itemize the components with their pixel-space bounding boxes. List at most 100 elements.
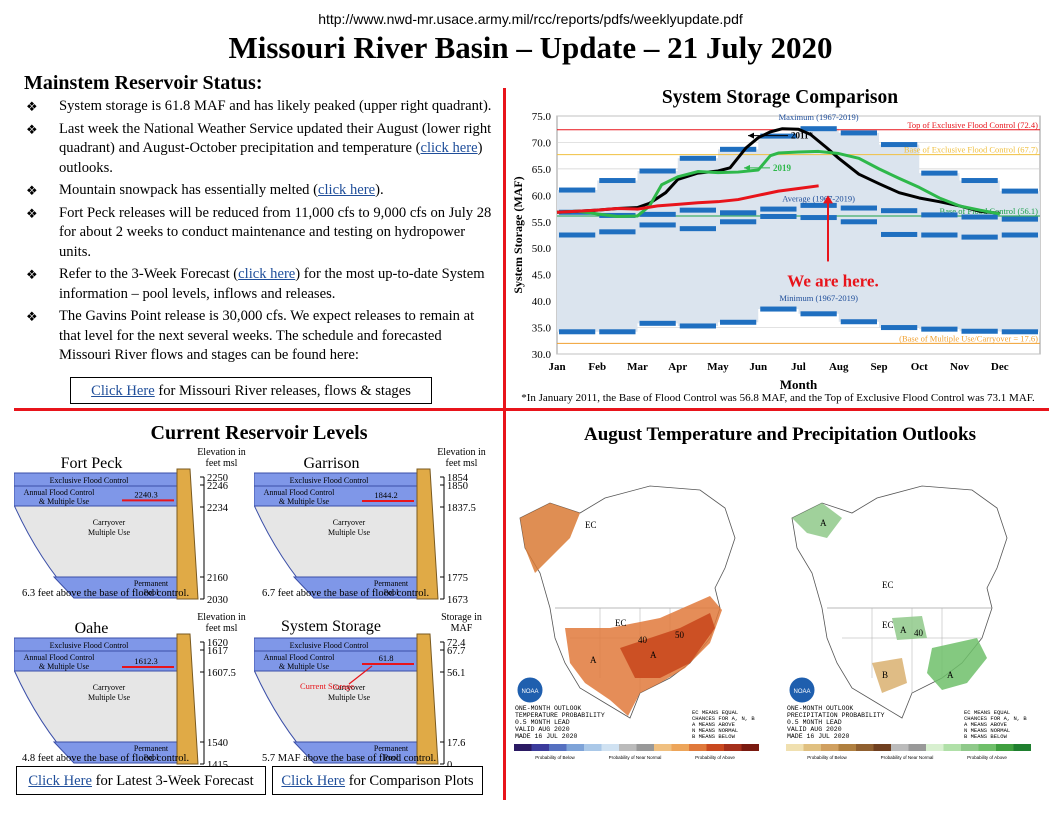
x-tick-label: Aug (829, 361, 849, 373)
chart-footnote: *In January 2011, the Base of Flood Cont… (521, 392, 1035, 404)
map-caption-line: MADE 16 JUL 2020 (515, 733, 578, 740)
legend-color-swatch (926, 744, 944, 751)
comparison-link[interactable]: Click Here (281, 773, 346, 789)
dam (416, 468, 439, 600)
comparison-link-box: Click Here for Comparison Plots (272, 766, 483, 795)
legend-color-swatch (671, 744, 689, 751)
series-2019-arrowhead (744, 164, 750, 171)
zone-label: Permanent (134, 744, 169, 753)
bullet-text: Fort Peck releases will be reduced from … (59, 204, 492, 260)
releases-link[interactable]: Click Here (91, 383, 155, 399)
noaa-logo (789, 677, 815, 703)
series-2019-label: 2019 (773, 163, 792, 173)
bullet-click-here-link[interactable]: click here (317, 182, 376, 198)
scale-tick-label: 2246 (207, 481, 228, 492)
series-2011-arrowhead (748, 132, 754, 139)
status-bullet-list: ❖ System storage is 61.8 MAF and has like… (26, 97, 496, 369)
we-are-here-arrowhead (823, 195, 833, 204)
legend-color-swatch (908, 744, 926, 751)
y-tick-label: 45.0 (532, 270, 552, 282)
map-region-label: A (900, 625, 907, 635)
maximum-bar (961, 178, 998, 184)
scale-heading-line2: feet msl (205, 458, 238, 469)
source-url[interactable]: http://www.nwd-mr.usace.army.mil/rcc/rep… (318, 11, 743, 27)
average-bar (921, 212, 958, 218)
legend-color-swatch (891, 744, 909, 751)
maximum-bar (1001, 188, 1038, 194)
scale-heading-line1: Elevation in (437, 447, 486, 458)
zone-label: Pool (384, 753, 399, 762)
y-tick-label: 60.0 (532, 190, 552, 202)
above-area-north (892, 616, 927, 640)
scale-tick-label: 67.7 (447, 646, 465, 657)
zone-label: Annual Flood Control (24, 653, 95, 662)
scale-tick-label: 72.4 (447, 638, 466, 649)
legend-color-swatch (786, 744, 804, 751)
max_low-bar (720, 219, 757, 225)
legend-color-swatch (724, 744, 742, 751)
map-caption-line: TEMPERATURE PROBABILITY (515, 712, 605, 719)
minimum-bar (961, 328, 998, 334)
y-tick-label: 65.0 (532, 164, 552, 176)
series-line (556, 184, 819, 214)
forecast-link[interactable]: Click Here (28, 773, 92, 789)
status-bullet: ❖ Refer to the 3-Week Forecast (click her… (26, 265, 496, 304)
scale-tick-label: 1673 (447, 595, 468, 606)
map-caption-line: PRECIPITATION PROBABILITY (787, 712, 885, 719)
bullet-click-here-link[interactable]: click here (238, 266, 296, 282)
scale-tick-label: 1850 (447, 481, 468, 492)
zone-label: Annual Flood Control (24, 488, 95, 497)
scale-heading-line1: Storage in (441, 612, 482, 623)
scale-tick-label: 1415 (207, 760, 228, 771)
state-lines (842, 608, 982, 693)
minimum-bar (840, 319, 877, 325)
bullet-glyph: ❖ (26, 309, 38, 324)
zone-label: & Multiple Use (279, 662, 330, 671)
map-region-label: A (820, 518, 827, 528)
bullet-text-after: ) outlooks. (59, 140, 483, 176)
map-caption-line: 0.5 MONTH LEAD (787, 719, 842, 726)
zone-label: Carryover (93, 518, 126, 527)
legend-color-swatch (996, 744, 1014, 751)
reservoir-diagram: 72.467.7 56.1 17.6 0 Exclusive Flood Control… (254, 633, 466, 771)
bullet-glyph: ❖ (26, 99, 38, 114)
maximum-bar (800, 126, 837, 132)
map-region-label: 50 (675, 630, 685, 640)
reservoir-note: 6.7 feet above the base of flood control… (262, 588, 430, 599)
max_low-bar (1001, 232, 1038, 238)
x-tick-label: Apr (668, 361, 687, 373)
map-legend-line: A MEANS ABOVE (692, 721, 736, 728)
below-area (872, 658, 907, 693)
maximum-bar (559, 187, 596, 193)
scale-tick-label: 2160 (207, 573, 228, 584)
map-legend-line: CHANCES FOR A, N, B (964, 715, 1027, 722)
map-legend-line: A MEANS ABOVE (964, 721, 1008, 728)
legend-normal-label: Probability of Near Normal (609, 755, 662, 760)
bullet-text-after: ). (375, 182, 384, 198)
reservoir-name: Oahe (74, 620, 109, 637)
y-tick-label: 50.0 (532, 243, 552, 255)
bullet-text: Last week the National Weather Service u… (59, 120, 492, 157)
reference-line-label: Top of Exclusive Flood Control (72.4) (907, 120, 1038, 130)
x-tick-label: Feb (588, 361, 606, 373)
current-level-value: 1612.3 (134, 656, 157, 666)
above-area-alaska (792, 503, 842, 538)
minimum-bar (559, 329, 596, 335)
legend-normal-label: Probability of Near Normal (881, 755, 934, 760)
legend-color-swatch (619, 744, 637, 751)
scale-tick-label: 0 (447, 760, 452, 771)
zone-label: Permanent (374, 579, 409, 588)
minimum-bar (921, 326, 958, 332)
noaa-logo (517, 677, 543, 703)
y-tick-label: 55.0 (532, 217, 552, 229)
above-area-southeast (927, 638, 987, 690)
releases-link-text: for Missouri River releases, flows & sta… (154, 383, 411, 399)
average-bar (639, 211, 676, 217)
legend-above-label: Probability of Above (967, 755, 1007, 760)
x-axis-label: Month (780, 377, 818, 392)
maximum-bar (720, 146, 757, 152)
zone-label: Multiple Use (88, 528, 130, 537)
bullet-click-here-link[interactable]: click here (420, 140, 478, 156)
zone-label: Exclusive Flood Control (290, 476, 369, 485)
